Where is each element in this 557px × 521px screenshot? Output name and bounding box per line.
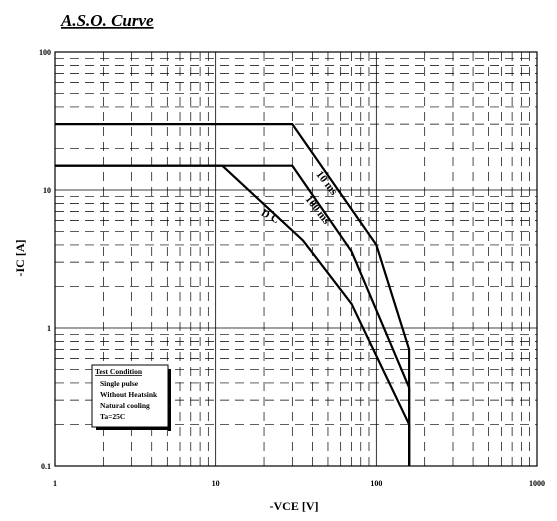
legend-line-4: Ta=25C bbox=[100, 412, 125, 421]
legend-line-1: Single pulse bbox=[100, 379, 139, 388]
legend-frame bbox=[91, 364, 169, 428]
series-label-1: 10 ms bbox=[313, 169, 340, 198]
y-tick-labels: 0.1 1 10 100 bbox=[39, 48, 51, 471]
y-tick-label: 1 bbox=[47, 324, 51, 333]
legend-box: Test Condition Single pulse Without Heat… bbox=[91, 364, 171, 431]
series-line-3 bbox=[55, 164, 411, 466]
y-axis-label: -IC [A] bbox=[13, 240, 27, 277]
x-axis-label: -VCE [V] bbox=[270, 499, 319, 513]
x-tick-labels: 1 10 100 1000 bbox=[53, 479, 545, 488]
legend-shadow-right bbox=[168, 369, 171, 431]
legend-line-3: Natural cooling bbox=[100, 401, 150, 410]
series-label-3: D C bbox=[259, 207, 281, 226]
y-tick-label: 100 bbox=[39, 48, 51, 57]
plot-frame bbox=[54, 51, 538, 467]
x-tick-label: 100 bbox=[370, 479, 382, 488]
series-lines bbox=[55, 123, 411, 466]
legend-title: Test Condition bbox=[95, 367, 143, 376]
major-grid-lines bbox=[55, 52, 537, 466]
x-tick-label: 10 bbox=[212, 479, 220, 488]
legend-shadow-bottom bbox=[96, 427, 171, 430]
chart-title: A.S.O. Curve bbox=[60, 11, 154, 30]
y-tick-label: 0.1 bbox=[41, 462, 51, 471]
legend-line-2: Without Heatsink bbox=[100, 390, 158, 399]
x-tick-label: 1 bbox=[53, 479, 57, 488]
x-tick-label: 1000 bbox=[529, 479, 545, 488]
y-tick-label: 10 bbox=[43, 186, 51, 195]
